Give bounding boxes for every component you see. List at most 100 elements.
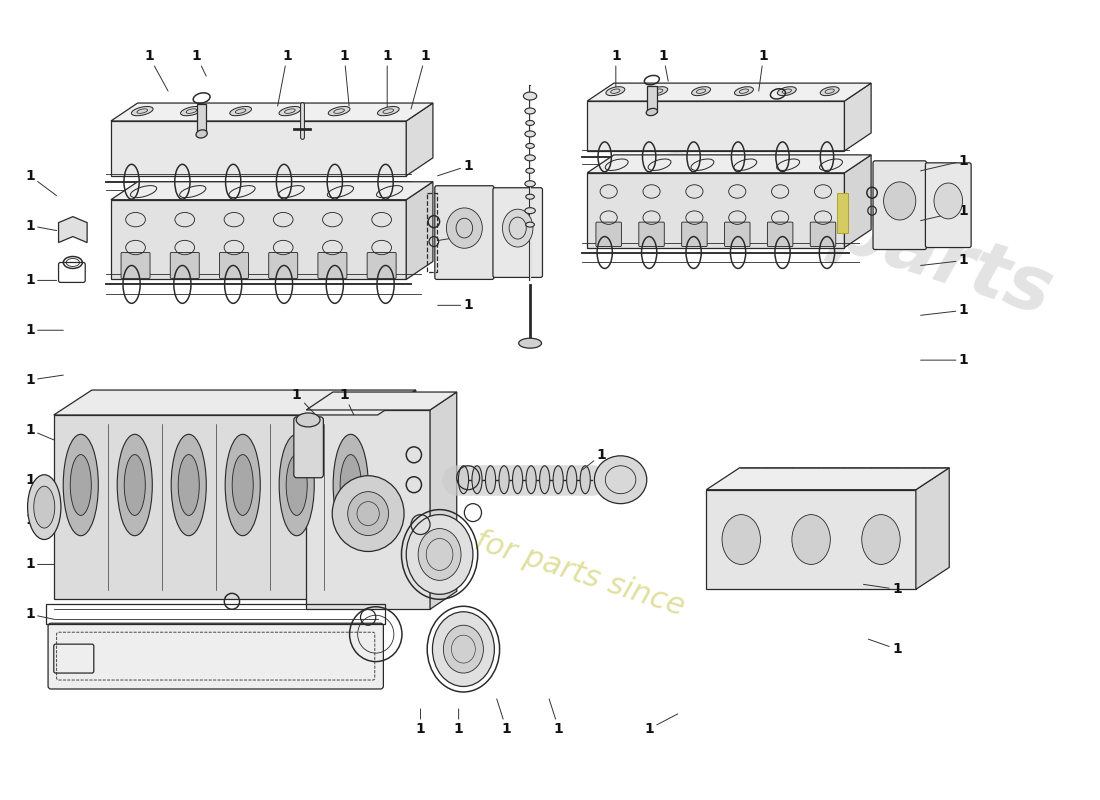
Polygon shape (54, 390, 416, 415)
Ellipse shape (63, 434, 98, 536)
Ellipse shape (70, 454, 91, 515)
FancyBboxPatch shape (768, 222, 793, 246)
Ellipse shape (722, 514, 760, 565)
Polygon shape (111, 182, 433, 200)
Polygon shape (430, 392, 456, 610)
Text: 1: 1 (340, 49, 349, 106)
Polygon shape (916, 468, 949, 590)
Ellipse shape (333, 434, 369, 536)
Polygon shape (377, 390, 416, 599)
Text: 1: 1 (25, 513, 54, 526)
Ellipse shape (735, 86, 754, 96)
Ellipse shape (519, 338, 541, 348)
Ellipse shape (606, 86, 625, 96)
Ellipse shape (525, 108, 536, 114)
FancyBboxPatch shape (294, 417, 323, 478)
Text: 1: 1 (25, 558, 54, 571)
FancyBboxPatch shape (268, 253, 298, 278)
Ellipse shape (883, 182, 916, 220)
FancyBboxPatch shape (220, 253, 249, 278)
Text: 1: 1 (25, 323, 64, 338)
Text: 1: 1 (454, 709, 463, 736)
Polygon shape (845, 83, 871, 151)
Text: 1: 1 (144, 49, 168, 91)
Text: 1: 1 (921, 303, 968, 318)
Ellipse shape (526, 121, 535, 126)
Ellipse shape (459, 466, 469, 494)
Text: 1: 1 (191, 49, 206, 76)
Polygon shape (306, 392, 456, 410)
FancyBboxPatch shape (170, 253, 199, 278)
Ellipse shape (180, 106, 202, 116)
Ellipse shape (778, 86, 796, 96)
Ellipse shape (526, 143, 535, 148)
FancyBboxPatch shape (367, 253, 396, 278)
FancyBboxPatch shape (121, 253, 150, 278)
Text: 1: 1 (25, 607, 54, 622)
Ellipse shape (131, 106, 153, 116)
Ellipse shape (861, 514, 900, 565)
Ellipse shape (340, 454, 361, 515)
Ellipse shape (540, 466, 550, 494)
Text: 1: 1 (759, 49, 768, 91)
Text: 1: 1 (277, 49, 292, 106)
Ellipse shape (118, 434, 152, 536)
Ellipse shape (526, 168, 535, 174)
Polygon shape (587, 155, 871, 173)
Ellipse shape (406, 514, 473, 594)
Polygon shape (406, 182, 433, 279)
FancyBboxPatch shape (925, 163, 971, 247)
Text: 1: 1 (645, 714, 678, 736)
Ellipse shape (526, 222, 535, 227)
FancyBboxPatch shape (434, 186, 494, 279)
Text: 1: 1 (292, 388, 316, 415)
Text: 1: 1 (438, 229, 473, 242)
Ellipse shape (485, 466, 496, 494)
Text: 1: 1 (416, 709, 426, 736)
Polygon shape (587, 173, 845, 247)
Text: 1: 1 (438, 159, 473, 176)
Text: 1: 1 (610, 49, 620, 89)
Text: 1: 1 (25, 169, 56, 196)
Text: 1: 1 (25, 423, 54, 440)
Polygon shape (587, 101, 845, 151)
Text: 1: 1 (25, 218, 56, 233)
Ellipse shape (525, 181, 536, 186)
Ellipse shape (286, 454, 307, 515)
Polygon shape (706, 468, 949, 490)
Ellipse shape (332, 476, 404, 551)
Ellipse shape (580, 466, 591, 494)
Text: 1: 1 (497, 699, 512, 736)
Ellipse shape (196, 130, 207, 138)
Text: 1: 1 (921, 204, 968, 221)
FancyBboxPatch shape (811, 222, 836, 246)
Polygon shape (111, 121, 406, 176)
Ellipse shape (934, 183, 962, 219)
Ellipse shape (232, 454, 253, 515)
Ellipse shape (792, 514, 830, 565)
Text: 1: 1 (383, 49, 392, 109)
Text: 1: 1 (921, 254, 968, 267)
Ellipse shape (328, 106, 350, 116)
Ellipse shape (279, 106, 300, 116)
Polygon shape (706, 490, 916, 590)
Ellipse shape (443, 626, 483, 673)
Ellipse shape (418, 529, 461, 580)
Text: 1: 1 (583, 448, 606, 470)
Ellipse shape (226, 434, 261, 536)
Ellipse shape (172, 434, 207, 536)
Ellipse shape (124, 454, 145, 515)
Polygon shape (58, 217, 87, 242)
Ellipse shape (296, 413, 320, 427)
Text: 1: 1 (25, 373, 64, 387)
Text: 1: 1 (659, 49, 669, 81)
Ellipse shape (348, 492, 388, 535)
Ellipse shape (279, 434, 315, 536)
Ellipse shape (553, 466, 563, 494)
Polygon shape (54, 415, 377, 599)
Polygon shape (306, 410, 430, 610)
Ellipse shape (377, 106, 399, 116)
Ellipse shape (499, 466, 509, 494)
Text: 1: 1 (25, 274, 56, 287)
Ellipse shape (526, 194, 535, 199)
